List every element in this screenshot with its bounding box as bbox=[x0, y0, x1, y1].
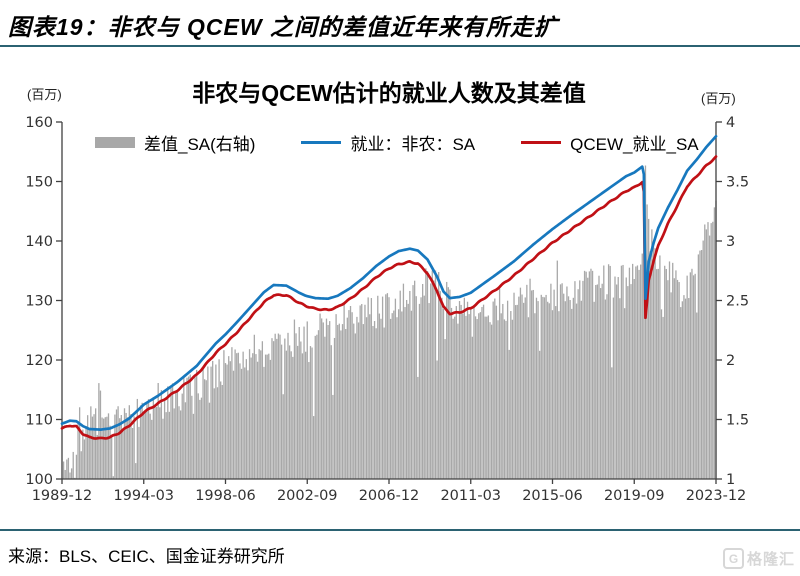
right-axis-unit: (百万) bbox=[701, 91, 736, 106]
svg-text:2019-09: 2019-09 bbox=[604, 488, 665, 504]
svg-text:160: 160 bbox=[25, 115, 53, 131]
svg-text:140: 140 bbox=[25, 234, 53, 250]
caption-divider bbox=[0, 45, 800, 47]
svg-text:110: 110 bbox=[25, 413, 53, 429]
svg-text:1994-03: 1994-03 bbox=[113, 488, 174, 504]
svg-text:150: 150 bbox=[25, 175, 53, 191]
footer-divider bbox=[0, 529, 800, 531]
legend-item-nonfarm: 就业：非农：SA bbox=[301, 130, 475, 155]
svg-text:2: 2 bbox=[726, 353, 735, 369]
svg-text:2002-09: 2002-09 bbox=[277, 488, 338, 504]
gelonghui-watermark: G 格隆汇 bbox=[722, 548, 795, 569]
svg-text:2.5: 2.5 bbox=[726, 294, 749, 310]
chart-legend: 差值_SA(右轴) 就业：非农：SA QCEW_就业_SA bbox=[95, 130, 699, 155]
figure-caption: 图表19：非农与 QCEW 之间的差值近年来有所走扩 bbox=[8, 14, 558, 40]
svg-text:2023-12: 2023-12 bbox=[686, 488, 747, 504]
svg-text:100: 100 bbox=[25, 472, 53, 488]
svg-text:2015-06: 2015-06 bbox=[522, 488, 583, 504]
legend-item-diff: 差值_SA(右轴) bbox=[95, 130, 255, 155]
legend-label-diff: 差值_SA(右轴) bbox=[144, 135, 256, 154]
legend-label-qcew: QCEW_就业_SA bbox=[570, 135, 699, 154]
svg-text:1.5: 1.5 bbox=[726, 413, 749, 429]
svg-text:1989-12: 1989-12 bbox=[32, 488, 93, 504]
svg-text:2006-12: 2006-12 bbox=[359, 488, 420, 504]
chart-title: 非农与QCEW估计的就业人数及其差值 bbox=[192, 80, 586, 106]
svg-text:1: 1 bbox=[726, 472, 735, 488]
gelonghui-logo-icon: G bbox=[722, 548, 744, 569]
gelonghui-logo-text: 格隆汇 bbox=[746, 551, 795, 568]
legend-item-qcew: QCEW_就业_SA bbox=[521, 130, 699, 155]
svg-text:120: 120 bbox=[25, 353, 53, 369]
line-swatch-nonfarm bbox=[301, 140, 342, 145]
svg-text:1998-06: 1998-06 bbox=[195, 488, 256, 504]
svg-text:2011-03: 2011-03 bbox=[440, 488, 501, 504]
bar-swatch bbox=[95, 137, 135, 148]
left-axis-unit: (百万) bbox=[27, 87, 62, 102]
svg-text:130: 130 bbox=[25, 294, 53, 310]
legend-label-nonfarm: 就业：非农：SA bbox=[350, 135, 476, 154]
line-swatch-qcew bbox=[521, 140, 562, 145]
source-line: 来源：BLS、CEIC、国金证券研究所 bbox=[8, 547, 285, 566]
svg-text:3: 3 bbox=[726, 234, 735, 250]
svg-text:3.5: 3.5 bbox=[726, 175, 749, 191]
svg-text:4: 4 bbox=[726, 115, 735, 131]
